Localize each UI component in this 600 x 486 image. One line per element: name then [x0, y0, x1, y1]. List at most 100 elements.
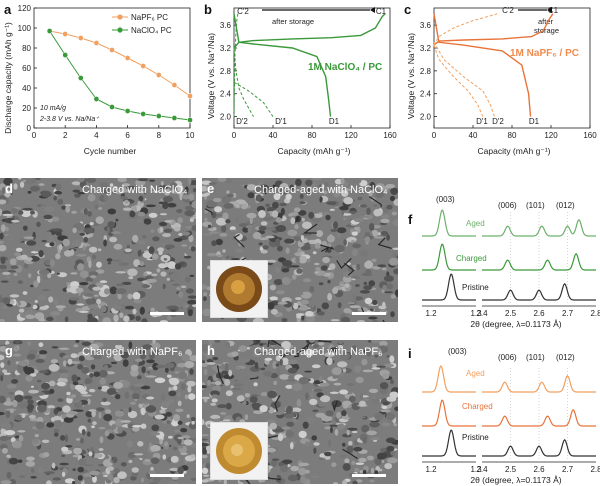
sem-grain: [228, 369, 233, 377]
sem-grain: [319, 375, 323, 383]
sem-grain: [91, 409, 96, 418]
sem-grain: [184, 305, 190, 308]
sem-grain: [172, 446, 178, 451]
sem-grain: [135, 315, 141, 321]
sem-grain: [115, 283, 125, 287]
sem-grain: [279, 187, 288, 195]
sem-grain: [137, 375, 142, 380]
sem-grain: [311, 475, 319, 478]
sem-grain: [370, 467, 375, 474]
sem-grain: [158, 221, 168, 227]
sem-grain: [32, 393, 40, 397]
panel-d-title: Charged with NaClO₄: [82, 184, 188, 196]
sem-grain: [105, 478, 112, 484]
sem-grain: [11, 219, 20, 223]
sem-grain: [285, 193, 292, 200]
point-label: D1: [529, 117, 540, 126]
sem-grain: [157, 247, 165, 253]
sem-grain: [143, 218, 152, 225]
sem-grain: [135, 358, 143, 362]
sem-grain: [390, 311, 395, 318]
sem-grain: [50, 311, 61, 316]
sem-grain: [346, 429, 350, 436]
sem-grain: [89, 275, 97, 279]
sem-grain: [222, 419, 231, 422]
sem-grain: [212, 197, 222, 203]
sem-grain: [275, 290, 286, 295]
sem-grain: [70, 361, 81, 364]
x-tick-label: 2.8: [590, 309, 600, 318]
sem-grain: [93, 453, 103, 458]
sem-grain: [300, 245, 311, 251]
sem-grain: [275, 217, 282, 223]
sem-grain: [187, 376, 195, 380]
sem-grain: [106, 388, 117, 395]
x-tick-label: 160: [583, 131, 597, 140]
sem-grain: [225, 402, 232, 410]
sem-grain: [154, 377, 166, 384]
sem-grain: [111, 305, 122, 309]
legend-marker: [117, 27, 123, 33]
sem-grain: [3, 401, 14, 406]
sem-grain: [133, 383, 145, 387]
sem-grain: [103, 364, 109, 371]
sem-grain: [3, 372, 11, 375]
panel-b-ylabel: Voltage (V vs. Na⁺/Na): [206, 33, 216, 119]
sem-grain: [337, 344, 343, 349]
sem-grain: [372, 230, 379, 237]
curve-Dp1: [233, 81, 274, 117]
sem-grain: [0, 422, 12, 430]
sem-grain: [25, 461, 36, 467]
sem-grain: [354, 467, 360, 473]
sem-grain: [393, 276, 398, 282]
sem-grain: [347, 411, 358, 419]
sem-grain: [7, 360, 11, 366]
scale-bar: [150, 312, 184, 315]
sem-grain: [66, 282, 71, 285]
sem-grain: [88, 451, 93, 457]
sem-grain: [379, 382, 389, 390]
sem-grain: [279, 374, 290, 380]
point-label: D'1: [275, 117, 287, 126]
sem-grain: [378, 468, 383, 472]
sem-grain: [18, 210, 24, 215]
sem-grain: [88, 343, 100, 351]
sem-grain: [86, 353, 91, 358]
sem-grain: [0, 244, 7, 252]
sem-grain: [151, 273, 158, 277]
sem-grain: [326, 201, 337, 205]
sem-grain: [26, 353, 36, 360]
x-tick-label: 2.6: [533, 465, 545, 474]
sem-grain: [191, 216, 196, 219]
sem-grain: [187, 309, 193, 317]
storage-arrowhead: [547, 7, 552, 13]
sem-grain: [386, 283, 394, 290]
sem-grain: [287, 367, 298, 374]
sem-grain: [155, 349, 160, 356]
sem-grain: [41, 439, 50, 443]
sem-grain: [99, 436, 104, 444]
sem-grain: [102, 397, 108, 402]
sem-grain: [168, 390, 177, 397]
data-point: [93, 96, 100, 102]
sem-grain: [98, 412, 102, 419]
sem-grain: [90, 364, 96, 370]
sem-crack: [316, 340, 332, 343]
sem-grain: [87, 194, 96, 202]
sem-grain: [389, 391, 398, 399]
sem-grain: [138, 186, 149, 192]
data-point: [109, 47, 115, 53]
sem-grain: [161, 242, 166, 248]
sem-grain: [274, 428, 285, 433]
sem-grain: [114, 189, 124, 195]
peak-101: (101): [526, 353, 545, 362]
sem-grain: [0, 374, 4, 382]
sem-grain: [130, 401, 136, 405]
sem-grain: [287, 474, 298, 482]
sem-grain: [29, 185, 40, 192]
sem-grain: [37, 294, 46, 301]
sem-grain: [225, 341, 231, 348]
sem-grain: [262, 412, 267, 419]
sem-grain: [390, 187, 398, 195]
sem-grain: [287, 229, 298, 236]
